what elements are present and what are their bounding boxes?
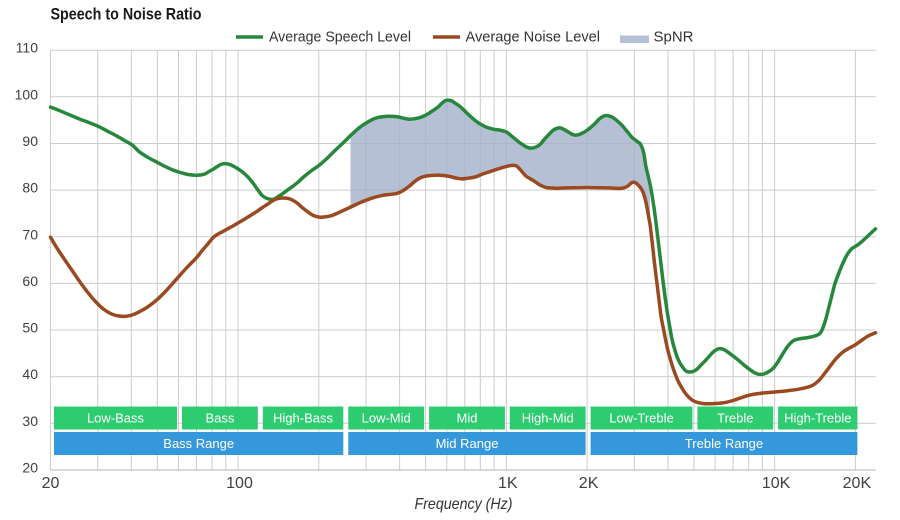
svg-text:Low-Mid: Low-Mid bbox=[362, 411, 411, 426]
svg-text:Mid Range: Mid Range bbox=[436, 436, 499, 451]
svg-text:High-Mid: High-Mid bbox=[522, 411, 574, 426]
svg-text:20K: 20K bbox=[843, 475, 872, 492]
svg-text:60: 60 bbox=[22, 273, 38, 289]
svg-text:Average Speech Level: Average Speech Level bbox=[269, 29, 411, 46]
svg-text:10K: 10K bbox=[762, 475, 791, 492]
svg-text:100: 100 bbox=[15, 86, 39, 102]
svg-text:2K: 2K bbox=[579, 475, 599, 492]
svg-text:40: 40 bbox=[22, 366, 38, 382]
svg-text:Frequency (Hz): Frequency (Hz) bbox=[415, 496, 513, 513]
svg-text:SpNR: SpNR bbox=[654, 29, 694, 46]
svg-text:50: 50 bbox=[22, 320, 38, 336]
svg-text:80: 80 bbox=[22, 180, 38, 196]
svg-text:90: 90 bbox=[22, 133, 38, 149]
svg-text:110: 110 bbox=[16, 40, 39, 56]
svg-text:20: 20 bbox=[42, 475, 60, 492]
svg-text:Treble Range: Treble Range bbox=[685, 436, 763, 451]
svg-text:100: 100 bbox=[226, 475, 253, 492]
svg-text:Bass: Bass bbox=[205, 411, 234, 426]
svg-text:Bass Range: Bass Range bbox=[163, 436, 234, 451]
svg-text:Low-Treble: Low-Treble bbox=[609, 411, 674, 426]
svg-text:High-Treble: High-Treble bbox=[784, 411, 851, 426]
svg-text:High-Bass: High-Bass bbox=[273, 411, 333, 426]
svg-text:20: 20 bbox=[22, 460, 38, 476]
svg-text:1K: 1K bbox=[498, 475, 518, 492]
svg-text:Mid: Mid bbox=[457, 411, 478, 426]
svg-text:70: 70 bbox=[22, 226, 38, 242]
svg-text:Average Noise Level: Average Noise Level bbox=[466, 29, 601, 46]
svg-text:Treble: Treble bbox=[717, 411, 753, 426]
svg-text:30: 30 bbox=[22, 413, 38, 429]
svg-text:Low-Bass: Low-Bass bbox=[87, 411, 145, 426]
svg-text:Speech to Noise Ratio: Speech to Noise Ratio bbox=[51, 5, 202, 24]
